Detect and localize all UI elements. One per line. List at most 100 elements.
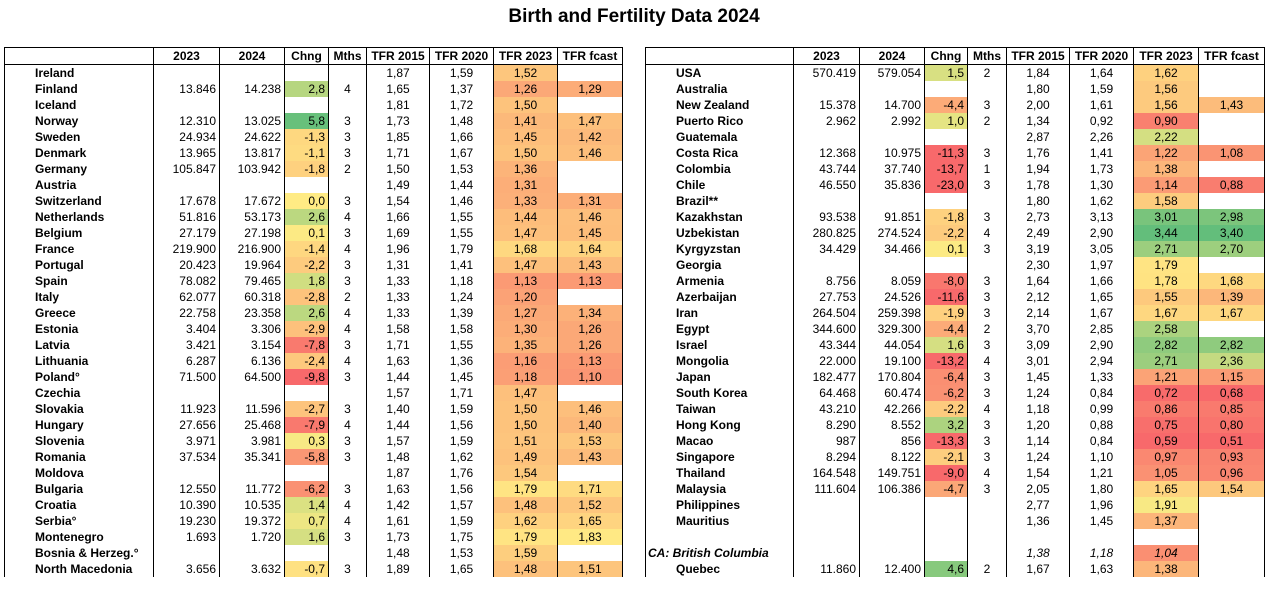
tfr-forecast-cell: 1,68 [1198, 273, 1265, 289]
country-cell: Czechia [4, 385, 154, 401]
births-2024-cell: 17.672 [219, 193, 285, 209]
tfr-2023-cell: 1,38 [1133, 161, 1199, 177]
tfr-forecast-cell [557, 289, 623, 305]
tfr-2020-cell: 1,53 [429, 161, 494, 177]
tfr-2023-cell: 1,16 [493, 353, 558, 369]
births-2023-cell: 3.971 [153, 433, 220, 449]
change-cell: -11,3 [924, 145, 968, 161]
tfr-2020-cell: 1,18 [429, 273, 494, 289]
tfr-2023-cell: 1,91 [1133, 497, 1199, 513]
births-2024-cell: 13.025 [219, 113, 285, 129]
births-2023-cell: 8.290 [793, 417, 860, 433]
tfr-forecast-cell [557, 161, 623, 177]
data-row: Ireland 1,87 1,59 1,52 [4, 64, 623, 81]
births-2024-cell: 103.942 [219, 161, 285, 177]
months-cell: 4 [328, 81, 367, 97]
births-2024-cell: 259.398 [859, 305, 925, 321]
months-cell: 3 [328, 369, 367, 385]
births-2024-cell: 14.700 [859, 97, 925, 113]
country-cell: Romania [4, 449, 154, 465]
months-cell: 3 [328, 401, 367, 417]
tfr-2023-cell: 1,48 [493, 497, 558, 513]
tfr-2020-cell: 2,94 [1069, 353, 1134, 369]
country-cell: Armenia [645, 273, 794, 289]
tfr-2020-cell: 1,10 [1069, 449, 1134, 465]
tfr-forecast-cell: 1,43 [557, 257, 623, 273]
change-cell: 2,8 [284, 81, 329, 97]
tfr-2023-cell: 1,49 [493, 449, 558, 465]
births-2023-cell: 12.310 [153, 113, 220, 129]
births-2024-cell: 14.238 [219, 81, 285, 97]
tfr-2023-cell: 2,71 [1133, 353, 1199, 369]
births-2024-cell: 42.266 [859, 401, 925, 417]
change-cell [924, 81, 968, 97]
tfr-2020-cell: 1,67 [1069, 305, 1134, 321]
tfr-2015-cell: 3,70 [1006, 321, 1070, 337]
months-cell: 3 [967, 337, 1007, 353]
tfr-forecast-cell: 1,15 [1198, 369, 1265, 385]
data-row: Austria 1,49 1,44 1,31 [4, 177, 623, 193]
tfr-2015-cell: 1,73 [366, 529, 430, 545]
change-cell: -23,0 [924, 177, 968, 193]
tfr-forecast-cell [1198, 561, 1265, 577]
data-row: Spain 78.082 79.465 1,8 3 1,33 1,18 1,13 1,13 [4, 273, 623, 289]
change-cell: -2,4 [284, 353, 329, 369]
tfr-2020-cell: 3,13 [1069, 209, 1134, 225]
tfr-2015-cell: 1,44 [366, 417, 430, 433]
tfr-2023-cell: 1,79 [493, 529, 558, 545]
tfr-2023-cell: 1,45 [493, 129, 558, 145]
births-2024-cell: 216.900 [219, 241, 285, 257]
births-2023-cell: 111.604 [793, 481, 860, 497]
births-2023-cell: 8.294 [793, 449, 860, 465]
tfr-forecast-cell [1198, 497, 1265, 513]
tfr-2015-cell: 2,00 [1006, 97, 1070, 113]
tfr-2023-cell: 1,13 [493, 273, 558, 289]
births-2024-cell: 8.059 [859, 273, 925, 289]
births-2023-cell [153, 545, 220, 561]
change-cell: -6,4 [924, 369, 968, 385]
births-2023-cell: 105.847 [153, 161, 220, 177]
births-2023-cell [793, 497, 860, 513]
births-2023-cell [793, 545, 860, 561]
data-row: Greece 22.758 23.358 2,6 4 1,33 1,39 1,27 1,34 [4, 305, 623, 321]
months-cell: 2 [967, 64, 1007, 81]
data-row: Romania 37.534 35.341 -5,8 3 1,48 1,62 1,49 1,43 [4, 449, 623, 465]
tfr-forecast-cell [1198, 257, 1265, 273]
tfr-2020-cell: 1,76 [429, 465, 494, 481]
change-cell [284, 385, 329, 401]
data-row: Italy 62.077 60.318 -2,8 2 1,33 1,24 1,20 [4, 289, 623, 305]
country-cell: Finland [4, 81, 154, 97]
change-cell: 1,6 [284, 529, 329, 545]
change-cell: -13,2 [924, 353, 968, 369]
country-cell: Hungary [4, 417, 154, 433]
tfr-2023-cell: 1,35 [493, 337, 558, 353]
tfr-forecast-cell: 1,46 [557, 145, 623, 161]
births-2024-cell: 106.386 [859, 481, 925, 497]
tfr-forecast-cell: 1,40 [557, 417, 623, 433]
data-row: Hong Kong 8.290 8.552 3,2 3 1,20 0,88 0,75 0,80 [645, 417, 1265, 433]
change-cell: -9,8 [284, 369, 329, 385]
months-cell: 3 [967, 97, 1007, 113]
change-cell [924, 193, 968, 209]
tfr-2015-cell: 1,54 [1006, 465, 1070, 481]
tfr-2015-cell: 2,30 [1006, 257, 1070, 273]
country-cell: Montenegro [4, 529, 154, 545]
header-cell: TFR fcast [557, 47, 623, 65]
tfr-forecast-cell: 1,45 [557, 225, 623, 241]
tfr-2023-cell: 1,79 [493, 481, 558, 497]
tfr-2023-cell: 1,68 [493, 241, 558, 257]
tfr-2023-cell: 0,90 [1133, 113, 1199, 129]
tfr-2015-cell: 1,24 [1006, 385, 1070, 401]
births-2023-cell [793, 129, 860, 145]
months-cell: 3 [967, 385, 1007, 401]
tfr-2020-cell: 1,41 [1069, 145, 1134, 161]
change-cell: -6,2 [924, 385, 968, 401]
header-cell: Chng [924, 47, 968, 65]
births-2023-cell: 20.423 [153, 257, 220, 273]
births-2023-cell: 24.934 [153, 129, 220, 145]
country-cell: Iceland [4, 97, 154, 113]
change-cell [924, 513, 968, 529]
tfr-2020-cell: 1,45 [1069, 513, 1134, 529]
births-2023-cell: 2.962 [793, 113, 860, 129]
births-2023-cell: 3.421 [153, 337, 220, 353]
